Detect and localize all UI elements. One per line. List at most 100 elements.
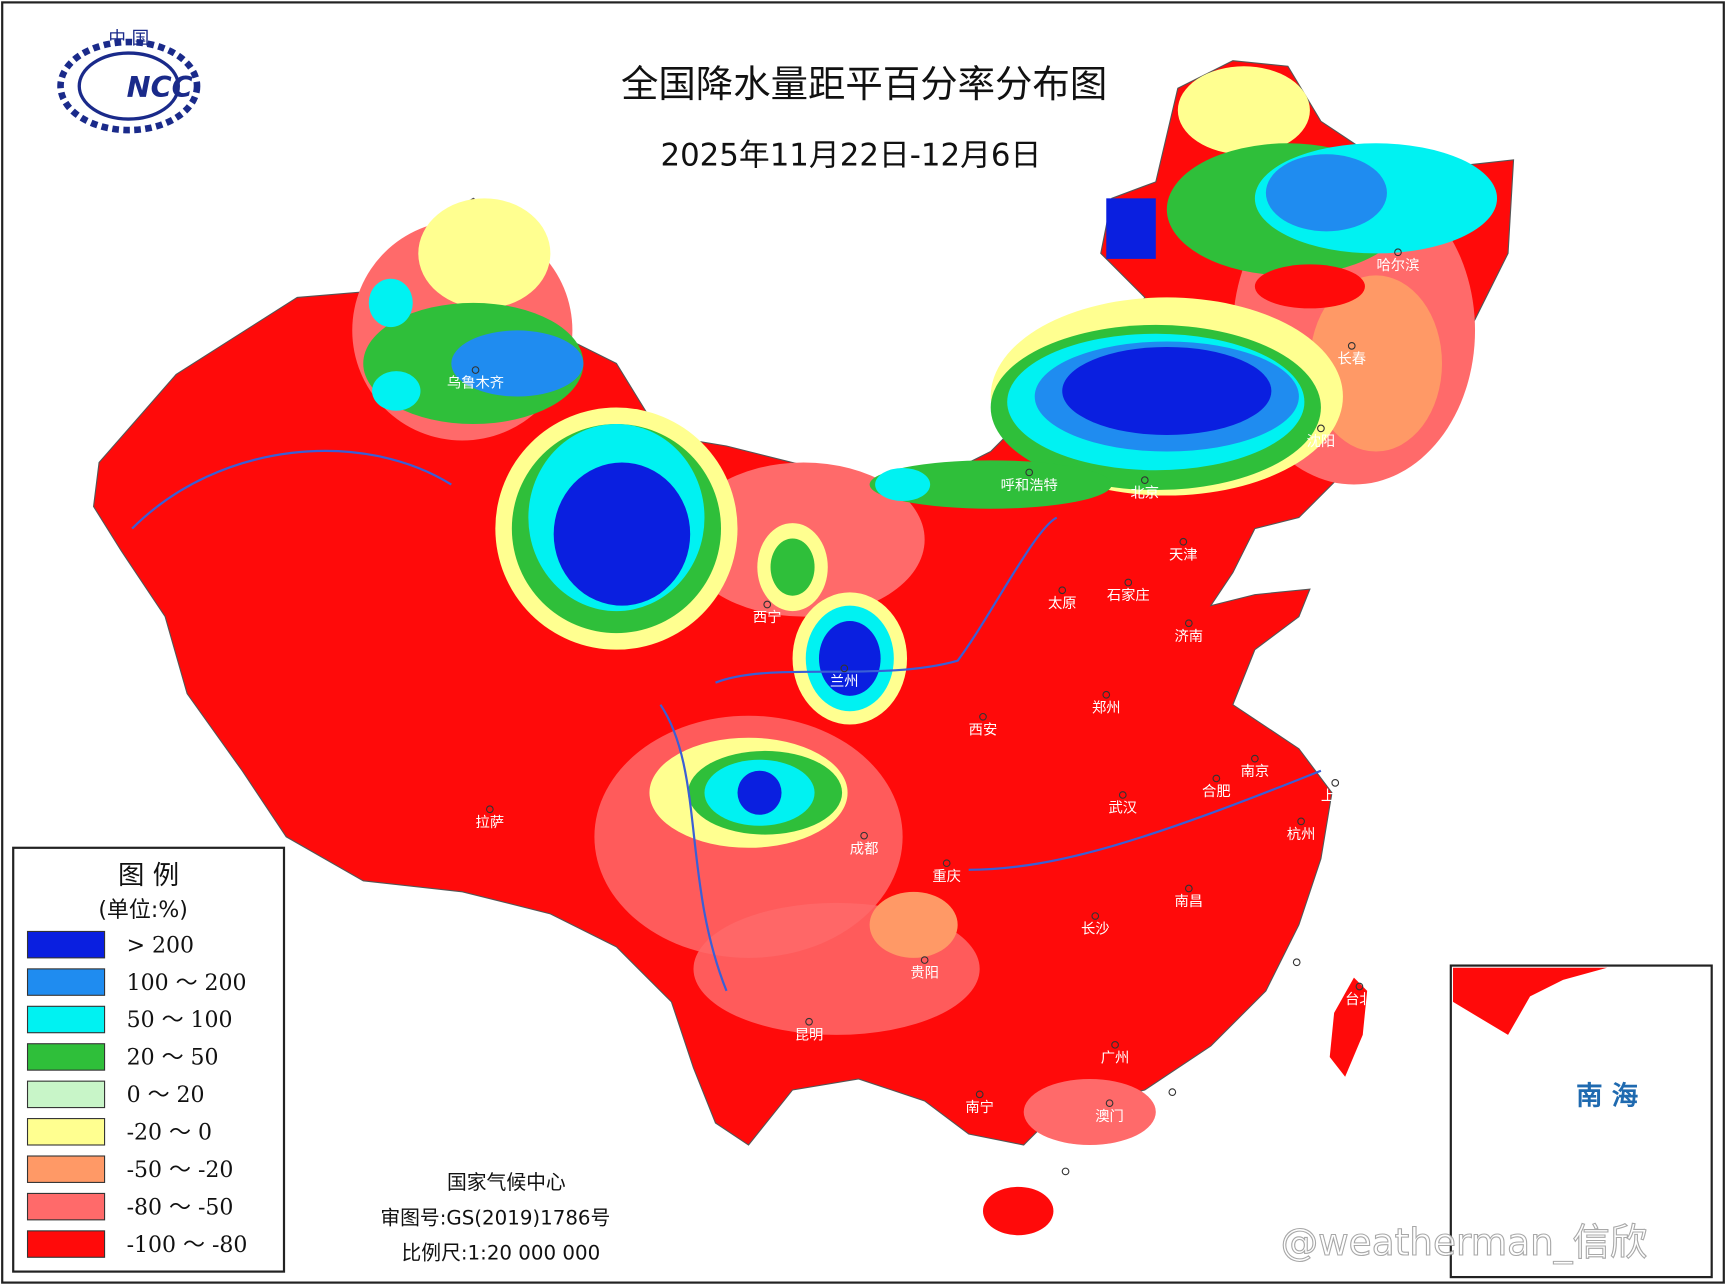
china-map xyxy=(92,60,1515,1236)
anomaly-area xyxy=(875,468,931,502)
city-label: 天津 xyxy=(1169,546,1198,563)
city-label: 香港 xyxy=(1158,1097,1187,1114)
city-marker xyxy=(485,805,494,814)
city-label: 乌鲁木齐 xyxy=(447,375,504,392)
legend-swatch xyxy=(26,1118,106,1146)
legend: 图 例 (单位:%) > 200 100 ～ 200 50 ～ 100 20 ～ 50… xyxy=(12,846,286,1273)
anomaly-area xyxy=(737,770,782,815)
city-marker xyxy=(1140,476,1149,484)
city-marker xyxy=(1317,424,1325,433)
city-label: 拉萨 xyxy=(476,814,505,831)
anomaly-area xyxy=(451,330,584,397)
city-marker xyxy=(1179,537,1188,546)
anomaly-area xyxy=(818,621,881,696)
anomaly-area xyxy=(418,198,551,309)
legend-swatch xyxy=(26,1080,106,1109)
city-marker xyxy=(1297,817,1305,826)
city-marker xyxy=(763,600,772,609)
anomaly-area xyxy=(869,460,1112,509)
city-label: 沈阳 xyxy=(1307,433,1336,450)
logo-text: NCC xyxy=(127,70,193,104)
legend-title: 图 例 xyxy=(118,860,179,891)
city-marker xyxy=(1168,1088,1177,1097)
legend-label: -100 ～ -80 xyxy=(127,1233,248,1258)
legend-label: 50 ～ 100 xyxy=(127,1008,233,1033)
city-marker xyxy=(1105,1099,1114,1108)
city-marker xyxy=(1102,690,1111,699)
city-label: 西宁 xyxy=(753,609,782,626)
legend-label: -20 ～ 0 xyxy=(127,1120,212,1145)
river xyxy=(131,449,1322,992)
agency: 国家气候中心 xyxy=(447,1171,566,1194)
city-label: 福州 xyxy=(1282,967,1311,984)
city-marker xyxy=(1394,248,1402,257)
logo: 中 国 NCC xyxy=(57,29,201,134)
legend-label: > 200 xyxy=(127,933,194,958)
city-label: 杭州 xyxy=(1287,826,1316,843)
legend-unit: (单位:%) xyxy=(98,898,187,923)
legend-label: 0 ～ 20 xyxy=(127,1083,205,1108)
logo-top: 中 国 xyxy=(108,29,149,49)
city-marker xyxy=(1212,774,1221,783)
city-marker xyxy=(942,859,951,868)
anomaly-area xyxy=(1265,154,1387,232)
city-marker xyxy=(1091,912,1100,920)
anomaly-area xyxy=(1309,275,1443,452)
anomaly-area xyxy=(368,278,413,328)
city-label: 海口 xyxy=(1051,1176,1080,1193)
anomaly-area xyxy=(1177,66,1310,155)
city-label: 合肥 xyxy=(1202,783,1231,800)
legend-label: -50 ～ -20 xyxy=(127,1158,234,1183)
watermark: @weatherman_信欣 xyxy=(1281,1220,1648,1264)
city-label: 成都 xyxy=(850,840,879,857)
anomaly-area xyxy=(1062,346,1272,436)
city-label: 哈尔滨 xyxy=(1377,257,1420,274)
legend-swatch xyxy=(26,1230,106,1258)
anomaly-area xyxy=(1106,198,1156,259)
city-label: 广州 xyxy=(1101,1049,1130,1066)
legend-label: 20 ～ 50 xyxy=(127,1046,219,1071)
legend-swatch xyxy=(26,1005,106,1034)
legend-swatch xyxy=(26,1043,106,1071)
city-label: 澳门 xyxy=(1095,1108,1124,1125)
city-label: 长沙 xyxy=(1081,921,1110,938)
anomaly-area xyxy=(553,462,691,606)
city-marker xyxy=(975,1090,984,1099)
scale: 比例尺:1:20 000 000 xyxy=(402,1241,601,1264)
inset-coast xyxy=(1453,967,1608,1035)
city-label: 贵阳 xyxy=(910,965,939,982)
city-marker xyxy=(1111,1040,1119,1049)
anomaly-area xyxy=(372,371,421,411)
anomaly-area xyxy=(770,538,815,596)
city-label: 上海 xyxy=(1321,787,1350,804)
city-marker xyxy=(1184,884,1193,893)
city-label: 北京 xyxy=(1130,485,1159,502)
title: 全国降水量距平百分率分布图 xyxy=(621,62,1107,106)
city-marker xyxy=(860,831,868,840)
city-label: 西安 xyxy=(969,721,998,738)
city-marker xyxy=(1347,341,1356,350)
approval: 审图号:GS(2019)1786号 xyxy=(380,1206,610,1229)
city-label: 南昌 xyxy=(1175,893,1204,910)
city-marker xyxy=(471,366,480,374)
city-label: 长春 xyxy=(1337,350,1366,367)
city-marker xyxy=(979,712,987,721)
city-label: 南宁 xyxy=(965,1099,994,1116)
city-label: 呼和浩特 xyxy=(1001,477,1058,494)
inset-label: 南 海 xyxy=(1576,1080,1638,1111)
anomaly-area xyxy=(1023,1078,1156,1145)
city-marker xyxy=(1184,619,1193,628)
city-marker xyxy=(1124,578,1133,587)
subtitle: 2025年11月22日-12月6日 xyxy=(660,137,1041,173)
city-marker xyxy=(1058,586,1067,595)
city-marker xyxy=(1061,1167,1070,1176)
taiwan xyxy=(1329,977,1368,1077)
legend-swatch xyxy=(26,1155,106,1183)
city-label: 郑州 xyxy=(1092,699,1121,716)
city-marker xyxy=(1355,982,1364,991)
city-marker xyxy=(1331,778,1340,787)
legend-swatch xyxy=(26,1192,106,1221)
city-label: 昆明 xyxy=(795,1027,824,1043)
